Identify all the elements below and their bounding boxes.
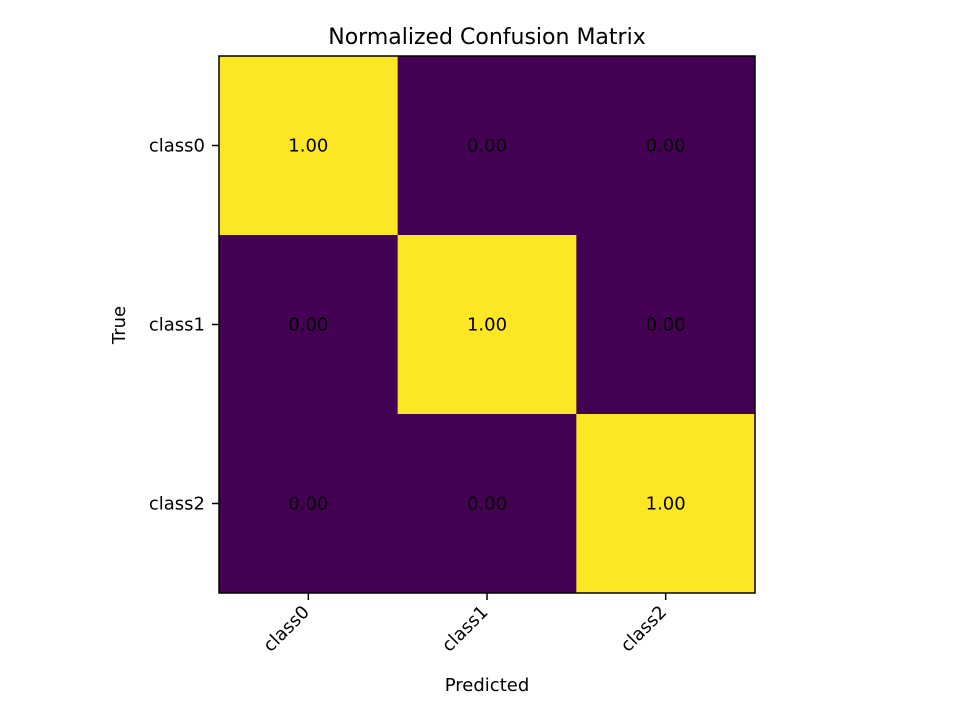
cell-value-labels: 1.00 0.00 0.00 0.00 1.00 0.00 0.00 0.00 1.00 (288, 136, 685, 515)
heatmap-cell (397, 414, 577, 594)
y-tick-label: class2 (149, 494, 205, 515)
heatmap-cell (397, 56, 577, 236)
x-tick-label: class1 (438, 602, 493, 657)
x-tick-label: class2 (617, 602, 672, 657)
heatmap-cells (219, 56, 756, 594)
heatmap-cell (397, 235, 577, 415)
cell-value-label: 0.00 (467, 136, 507, 157)
y-tick-label: class0 (149, 136, 205, 157)
y-axis-ticks: class0 class1 class2 (149, 136, 219, 515)
heatmap-cell (576, 235, 756, 415)
x-axis-ticks: class0 class1 class2 (259, 593, 671, 656)
heatmap-cell (219, 414, 399, 594)
cell-value-label: 0.00 (288, 494, 328, 515)
cell-value-label: 0.00 (467, 494, 507, 515)
y-axis-label: True (109, 306, 130, 345)
heatmap-cell (576, 56, 756, 236)
cell-value-label: 1.00 (646, 494, 686, 515)
x-axis-label: Predicted (445, 675, 530, 696)
x-tick-label: class0 (259, 602, 314, 657)
cell-value-label: 1.00 (288, 136, 328, 157)
y-tick-label: class1 (149, 315, 205, 336)
cell-value-label: 0.00 (646, 136, 686, 157)
heatmap-cell (219, 235, 399, 415)
cell-value-label: 1.00 (467, 315, 507, 336)
heatmap-cell (219, 56, 399, 236)
heatmap-cell (576, 414, 756, 594)
chart-title: Normalized Confusion Matrix (328, 25, 645, 50)
cell-value-label: 0.00 (288, 315, 328, 336)
cell-value-label: 0.00 (646, 315, 686, 336)
